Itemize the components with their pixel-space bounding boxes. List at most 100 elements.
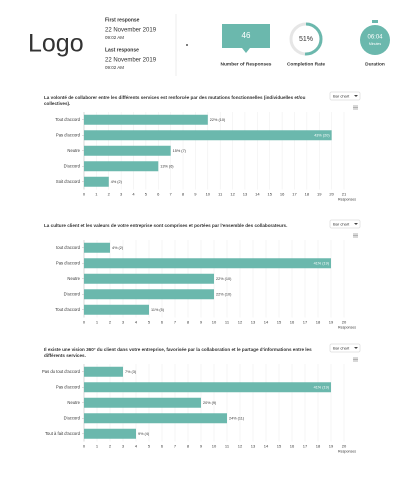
chart-type-dropdown[interactable] [329, 91, 361, 101]
x-tick-label: 15 [277, 444, 282, 449]
x-tick-label: 0 [83, 320, 86, 325]
value-label: 13% (6) [160, 164, 174, 168]
y-tick-label: D'accord [64, 163, 81, 168]
y-tick-label: Pas d'accord [56, 384, 81, 389]
x-tick-label: 8 [182, 192, 185, 197]
y-tick-label: Tout à fait d'accord [45, 431, 81, 436]
chart-title: La culture client et les valeurs de votr… [44, 223, 287, 228]
chart-title: Il existe une vision 360° du client dans… [44, 347, 312, 358]
y-tick-label: Pas du tout d'accord [42, 369, 81, 374]
x-tick-label: 13 [251, 320, 256, 325]
dropdown-caret [354, 223, 358, 225]
x-tick-label: 3 [122, 320, 125, 325]
x-tick-label: 20 [342, 320, 347, 325]
last-response-date: 22 November 2019 [105, 58, 157, 64]
x-tick-label: 1 [96, 444, 99, 449]
x-tick-label: 5 [148, 444, 151, 449]
chart-type-dropdown[interactable] [329, 219, 361, 229]
x-tick-label: 8 [187, 320, 190, 325]
dot [186, 44, 188, 46]
x-tick-label: 14 [264, 320, 269, 325]
x-tick-label: 11 [225, 320, 230, 325]
responses-box [222, 24, 270, 53]
x-tick-label: 6 [157, 192, 160, 197]
x-tick-label: 18 [305, 192, 310, 197]
x-tick-label: 0 [83, 192, 86, 197]
y-tick-label: Neutre [67, 276, 80, 281]
dropdown-label[interactable]: Bar chart [333, 93, 350, 98]
value-label: 11% (5) [151, 308, 165, 312]
duration-label: Duration [365, 61, 385, 67]
x-tick-label: 2 [109, 444, 112, 449]
value-label: 7% (3) [125, 370, 137, 374]
x-tick-label: 13 [251, 444, 256, 449]
x-tick-label: 8 [187, 444, 190, 449]
x-tick-label: 11 [218, 192, 223, 197]
x-tick-label: 0 [83, 444, 86, 449]
y-tick-label: Pas d'accord [56, 132, 81, 137]
x-tick-label: 3 [122, 444, 125, 449]
x-tick-label: 17 [303, 444, 308, 449]
x-tick-label: 15 [277, 320, 282, 325]
x-tick-label: 19 [317, 192, 322, 197]
x-tick-label: 6 [161, 320, 164, 325]
logo: Logo [28, 30, 84, 58]
y-tick-label: Neutre [67, 148, 80, 153]
bar [84, 161, 159, 172]
x-tick-label: 20 [342, 444, 347, 449]
value-label: 22% (10) [216, 277, 232, 281]
x-axis-label: Responses [338, 325, 356, 329]
first-response-label: First response [105, 17, 140, 23]
x-tick-label: 12 [230, 192, 235, 197]
value-label: 4% (2) [112, 246, 124, 250]
x-axis-label: Responses [338, 197, 356, 201]
bar [84, 382, 331, 393]
x-tick-label: 14 [264, 444, 269, 449]
x-tick-label: 9 [200, 444, 203, 449]
x-tick-label: 16 [280, 192, 285, 197]
chart-type-dropdown[interactable] [329, 343, 361, 353]
x-tick-label: 1 [96, 320, 99, 325]
dropdown-caret [354, 95, 358, 97]
x-tick-label: 12 [238, 320, 243, 325]
y-tick-label: D'accord [64, 291, 81, 296]
bar [84, 413, 227, 424]
x-tick-label: 9 [200, 320, 203, 325]
bar [84, 145, 171, 156]
x-tick-label: 10 [212, 444, 217, 449]
stopwatch [360, 25, 390, 55]
value-label: 22% (10) [216, 292, 232, 296]
last-response-label: Last response [105, 47, 139, 53]
dropdown-label[interactable]: Bar chart [333, 221, 350, 226]
dropdown-label[interactable]: Bar chart [333, 345, 350, 350]
x-tick-label: 16 [290, 320, 295, 325]
x-tick-label: 10 [206, 192, 211, 197]
first-response-time: 09:02 AM [105, 35, 124, 40]
y-tick-label: Neutre [67, 400, 80, 405]
duration-value: 06:04 [367, 35, 383, 41]
x-tick-label: 11 [225, 444, 230, 449]
x-tick-label: 17 [303, 320, 308, 325]
value-label: 15% (7) [173, 149, 187, 153]
last-response-time: 09:02 AM [105, 65, 124, 70]
x-tick-label: 19 [329, 444, 334, 449]
responses-value: 46 [242, 31, 251, 40]
duration-unit: Minutes [369, 42, 382, 46]
x-tick-label: 7 [170, 192, 173, 197]
x-tick-label: 18 [316, 320, 321, 325]
bar [84, 397, 201, 408]
value-label: 20% (9) [203, 401, 217, 405]
y-tick-label: Pas d'accord [56, 260, 81, 265]
stopwatch-top [372, 20, 378, 23]
x-tick-label: 13 [243, 192, 248, 197]
x-tick-label: 10 [212, 320, 217, 325]
x-tick-label: 4 [135, 320, 138, 325]
value-label: 41% (19) [314, 261, 330, 265]
y-tick-label: tout d'accord [56, 245, 81, 250]
first-response-date: 22 November 2019 [105, 28, 157, 34]
x-tick-label: 18 [316, 444, 321, 449]
x-tick-label: 2 [109, 320, 112, 325]
bar [84, 273, 214, 284]
chart-menu [353, 233, 358, 238]
